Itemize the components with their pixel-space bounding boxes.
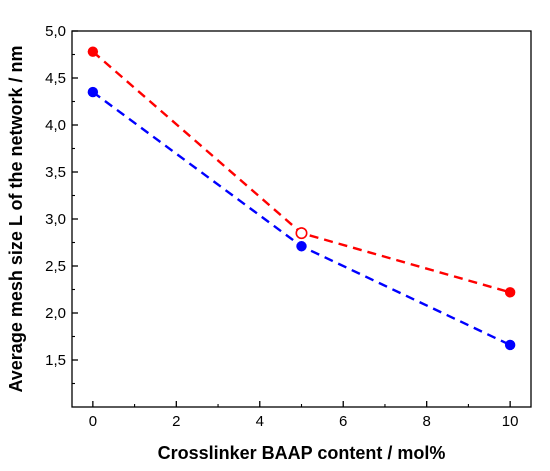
x-tick-label: 6 [339, 413, 347, 430]
x-tick-label: 8 [423, 413, 431, 430]
series-line-1 [92, 50, 511, 294]
y-tick-label: 4,0 [45, 117, 66, 134]
y-tick-label: 2,0 [45, 305, 66, 322]
data-point [504, 287, 516, 298]
y-tick-label: 2,5 [45, 258, 66, 275]
data-point [295, 227, 308, 240]
data-point [87, 86, 99, 98]
series-line-2 [92, 91, 511, 347]
y-tick-label: 3,5 [45, 164, 66, 181]
data-point [296, 241, 307, 252]
x-tick-label: 2 [172, 413, 180, 430]
x-tick-label: 4 [256, 413, 264, 430]
y-tick-label: 1,5 [45, 352, 66, 369]
x-tick-label: 10 [502, 413, 519, 430]
data-point [504, 339, 516, 351]
plot-frame [71, 30, 532, 408]
x-axis-title: Crosslinker BAAP content / mol% [158, 443, 446, 463]
y-tick-label: 4,5 [45, 70, 66, 87]
data-point [87, 46, 99, 57]
x-axis-ticks: 0 2 4 6 8 10 [89, 401, 519, 430]
y-tick-label: 5,0 [45, 23, 66, 40]
y-axis-title: Average mesh size L of the network / nm [6, 45, 26, 392]
y-tick-label: 3,0 [45, 211, 66, 228]
y-axis-ticks: 1,5 2,0 2,5 3,0 3,5 4,0 4,5 5,0 [45, 23, 78, 385]
series-layer [87, 46, 516, 351]
x-tick-label: 0 [89, 413, 97, 430]
